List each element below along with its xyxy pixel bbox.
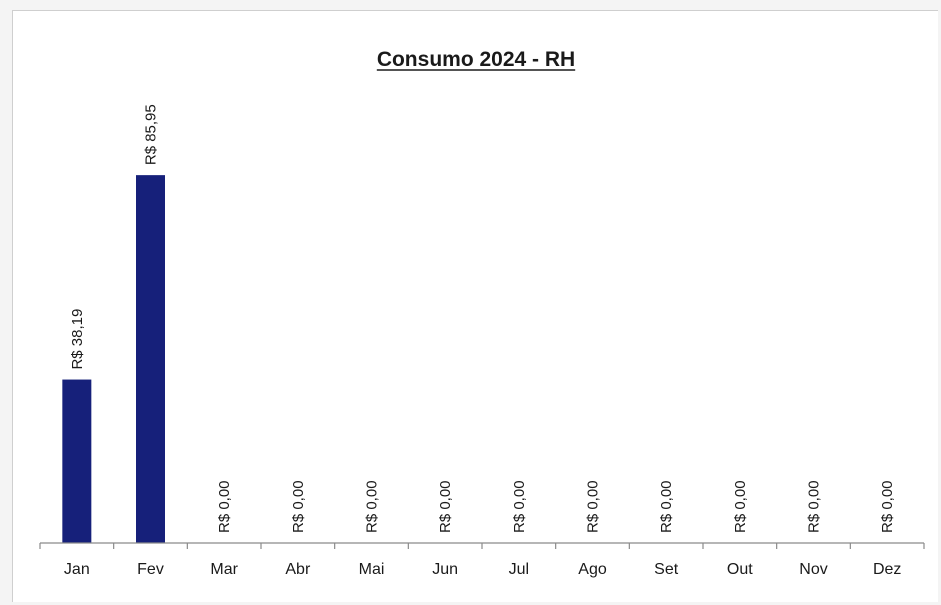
data-labels-group: R$ 38,19 R$ 85,95 R$ 0,00 R$ 0,00 R$ 0,00 R$ …	[69, 104, 896, 533]
x-tick-label-set: Set	[654, 561, 679, 578]
data-label-ago: R$ 0,00	[585, 480, 602, 533]
bar-fev	[136, 175, 165, 543]
x-axis-tick-labels: Jan Fev Mar Abr Mai Jun Jul Ago Set Out Nov Dez	[64, 561, 901, 578]
data-label-abr: R$ 0,00	[290, 480, 307, 533]
x-tick-label-nov: Nov	[799, 561, 827, 578]
data-label-mai: R$ 0,00	[364, 480, 381, 533]
x-tick-label-ago: Ago	[578, 561, 607, 578]
data-label-jul: R$ 0,00	[511, 480, 528, 533]
data-label-set: R$ 0,00	[658, 480, 675, 533]
chart-area	[12, 10, 938, 602]
chart-title: Consumo 2024 - RH	[377, 48, 575, 71]
x-tick-label-out: Out	[727, 561, 753, 578]
bar-jan	[62, 379, 92, 543]
x-tick-label-jul: Jul	[509, 561, 529, 578]
x-tick-label-jun: Jun	[432, 561, 458, 578]
x-tick-label-mai: Mai	[359, 561, 385, 578]
data-label-jan: R$ 38,19	[69, 309, 86, 370]
data-label-nov: R$ 0,00	[806, 480, 823, 533]
data-label-out: R$ 0,00	[732, 480, 749, 533]
data-label-dez: R$ 0,00	[879, 480, 896, 533]
x-tick-label-mar: Mar	[210, 561, 238, 578]
data-label-jun: R$ 0,00	[437, 480, 454, 533]
data-label-fev: R$ 85,95	[143, 104, 160, 165]
x-tick-label-jan: Jan	[64, 561, 90, 578]
x-tick-label-dez: Dez	[873, 561, 901, 578]
x-tick-label-abr: Abr	[285, 561, 311, 578]
bars-group	[62, 175, 165, 543]
data-label-mar: R$ 0,00	[216, 480, 233, 533]
x-tick-label-fev: Fev	[137, 561, 164, 578]
x-axis-ticks	[39, 543, 925, 549]
